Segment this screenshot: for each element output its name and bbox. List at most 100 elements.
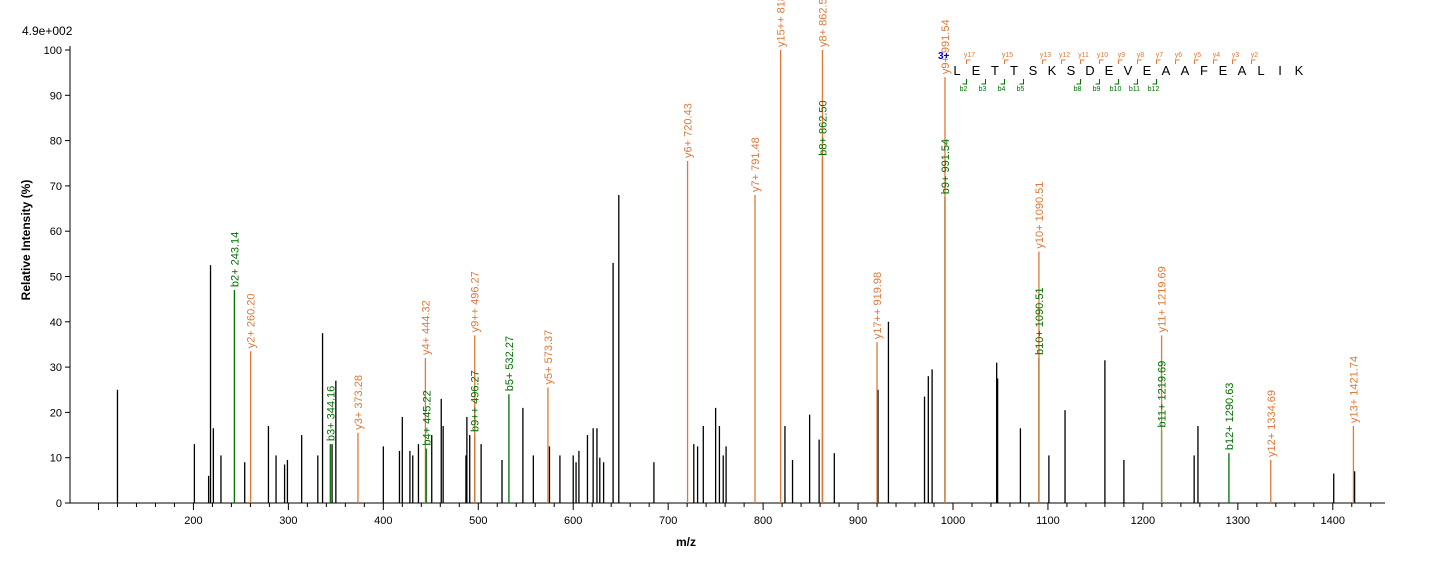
sequence-residue: I: [1278, 63, 1282, 78]
b-ion-bracket: [1095, 79, 1100, 85]
b-ion-bracket: [1000, 79, 1005, 85]
sequence-residue: E: [1219, 63, 1228, 78]
y-ion-bracket: [1156, 59, 1161, 64]
sequence-residue: A: [1162, 63, 1171, 78]
x-tick-label: 600: [564, 515, 582, 527]
y-ion-bracket: [1232, 59, 1237, 64]
charge-state-label: 3+: [938, 51, 950, 62]
x-axis-label: m/z: [676, 535, 696, 549]
y-ion-peak-label: y8+ 862.50: [817, 0, 829, 47]
b-ion-peak-label: b4+ 445.22: [421, 390, 433, 445]
y-ion-peak-label: y10+ 1090.51: [1034, 182, 1046, 249]
sequence-b-ion-label: b4: [998, 86, 1006, 93]
y-ion-peak-label: y2+ 260.20: [246, 293, 258, 348]
y-ion-peak-label: y3+ 373.28: [353, 375, 365, 430]
sequence-b-ion-label: b8: [1074, 86, 1082, 93]
sequence-y-ion-label: y5: [1194, 52, 1202, 59]
y-ion-bracket: [1042, 59, 1047, 64]
y-ion-bracket: [1004, 59, 1009, 64]
y-ion-peak-label: y6+ 720.43: [683, 103, 695, 158]
sequence-residue: K: [1048, 63, 1057, 78]
sequence-y-ion-label: y7: [1156, 52, 1164, 59]
y-ion-peak-label: y7+ 791.48: [750, 137, 762, 192]
y-tick-label: 0: [56, 498, 62, 510]
sequence-residue: F: [1200, 63, 1208, 78]
b-ion-peak-label: b5+ 532.27: [504, 336, 516, 391]
x-tick-label: 400: [374, 515, 392, 527]
sequence-y-ion-label: y8: [1137, 52, 1145, 59]
sequence-b-ion-label: b12: [1148, 86, 1160, 93]
b-ion-peak-label: b10+ 1090.51: [1034, 287, 1046, 355]
sequence-b-ion-label: b5: [1017, 86, 1025, 93]
y-ion-peak-label: y5+ 573.37: [543, 330, 555, 385]
sequence-residue: A: [1238, 63, 1247, 78]
b-ion-peak-label: b11+ 1219.69: [1157, 361, 1169, 428]
b-ion-bracket: [1114, 79, 1119, 85]
y-tick-label: 70: [50, 181, 62, 193]
y-tick-label: 30: [50, 362, 62, 374]
sequence-y-ion-label: y10: [1097, 52, 1108, 59]
sequence-residue: E: [1105, 63, 1114, 78]
x-tick-label: 700: [659, 515, 677, 527]
b-ion-bracket: [1152, 79, 1157, 85]
b-ion-bracket: [1133, 79, 1138, 85]
sequence-residue: S: [1029, 63, 1038, 78]
y-ion-bracket: [1175, 59, 1180, 64]
x-tick-label: 800: [754, 515, 772, 527]
y-tick-label: 20: [50, 407, 62, 419]
b-ion-bracket: [981, 79, 986, 85]
y-ion-peak-label: y4+ 444.32: [420, 300, 432, 355]
y-ion-peak-label: y17++ 919.98: [872, 272, 884, 339]
sequence-residue: T: [991, 63, 999, 78]
y-ion-bracket: [1251, 59, 1256, 64]
sequence-y-ion-label: y13: [1040, 52, 1051, 59]
sequence-residue: D: [1085, 63, 1094, 78]
sequence-residue: S: [1067, 63, 1076, 78]
b-ion-peak-label: b12+ 1290.63: [1224, 383, 1236, 451]
b-ion-bracket: [1019, 79, 1024, 85]
x-tick-label: 1400: [1321, 515, 1345, 527]
y-ion-peak-label: y9++ 496.27: [470, 271, 482, 332]
y-axis-label: Relative Intensity (%): [19, 180, 33, 301]
y-ion-bracket: [1137, 59, 1142, 64]
x-tick-label: 300: [279, 515, 297, 527]
y-ion-peak-label: y15++ 818.43: [776, 0, 788, 47]
b-ion-peak-label: b3+ 344.16: [325, 386, 337, 441]
y-tick-label: 40: [50, 317, 62, 329]
y-ion-peak-label: y9+ 991.54: [940, 19, 952, 74]
sequence-b-ion-label: b11: [1129, 86, 1140, 93]
sequence-b-ion-label: b3: [979, 86, 987, 93]
x-tick-label: 1300: [1226, 515, 1250, 527]
y-ion-bracket: [1061, 59, 1066, 64]
sequence-y-ion-label: y12: [1059, 52, 1070, 59]
sequence-residue: E: [972, 63, 981, 78]
b-ion-bracket: [962, 79, 967, 85]
sequence-b-ion-label: b10: [1110, 86, 1122, 93]
sequence-residue: L: [953, 63, 960, 78]
peak-labels-group: b2+ 243.14 y2+ 260.20 b3+ 344.16 y3+ 373.28…: [229, 0, 1360, 457]
y-tick-label: 100: [44, 45, 62, 57]
y-tick-label: 80: [50, 136, 62, 148]
b-ion-peak-label: b9+ 991.54: [940, 139, 952, 194]
y-ion-bracket: [1118, 59, 1123, 64]
x-tick-label: 200: [184, 515, 202, 527]
y-tick-label: 50: [50, 272, 62, 284]
y-ion-bracket: [1213, 59, 1218, 64]
x-tick-label: 1100: [1036, 515, 1060, 527]
sequence-residue: K: [1295, 63, 1304, 78]
sequence-b-ion-label: b2: [960, 86, 968, 93]
b-ion-peak-label: b2+ 243.14: [229, 232, 241, 287]
y-tick-label: 60: [50, 226, 62, 238]
y-ion-peak-label: y11+ 1219.69: [1157, 266, 1169, 332]
sequence-y-ion-label: y6: [1175, 52, 1183, 59]
sequence-residue: T: [1010, 63, 1018, 78]
sequence-y-ion-label: y11: [1078, 52, 1089, 59]
y-ion-bracket: [1099, 59, 1104, 64]
x-tick-label: 900: [849, 515, 867, 527]
sequence-residue: L: [1257, 63, 1264, 78]
sequence-y-ion-label: y15: [1002, 52, 1013, 59]
y-ion-bracket: [1194, 59, 1199, 64]
y-tick-label: 10: [50, 453, 62, 465]
y-ion-peak-label: y12+ 1334.69: [1266, 390, 1278, 457]
